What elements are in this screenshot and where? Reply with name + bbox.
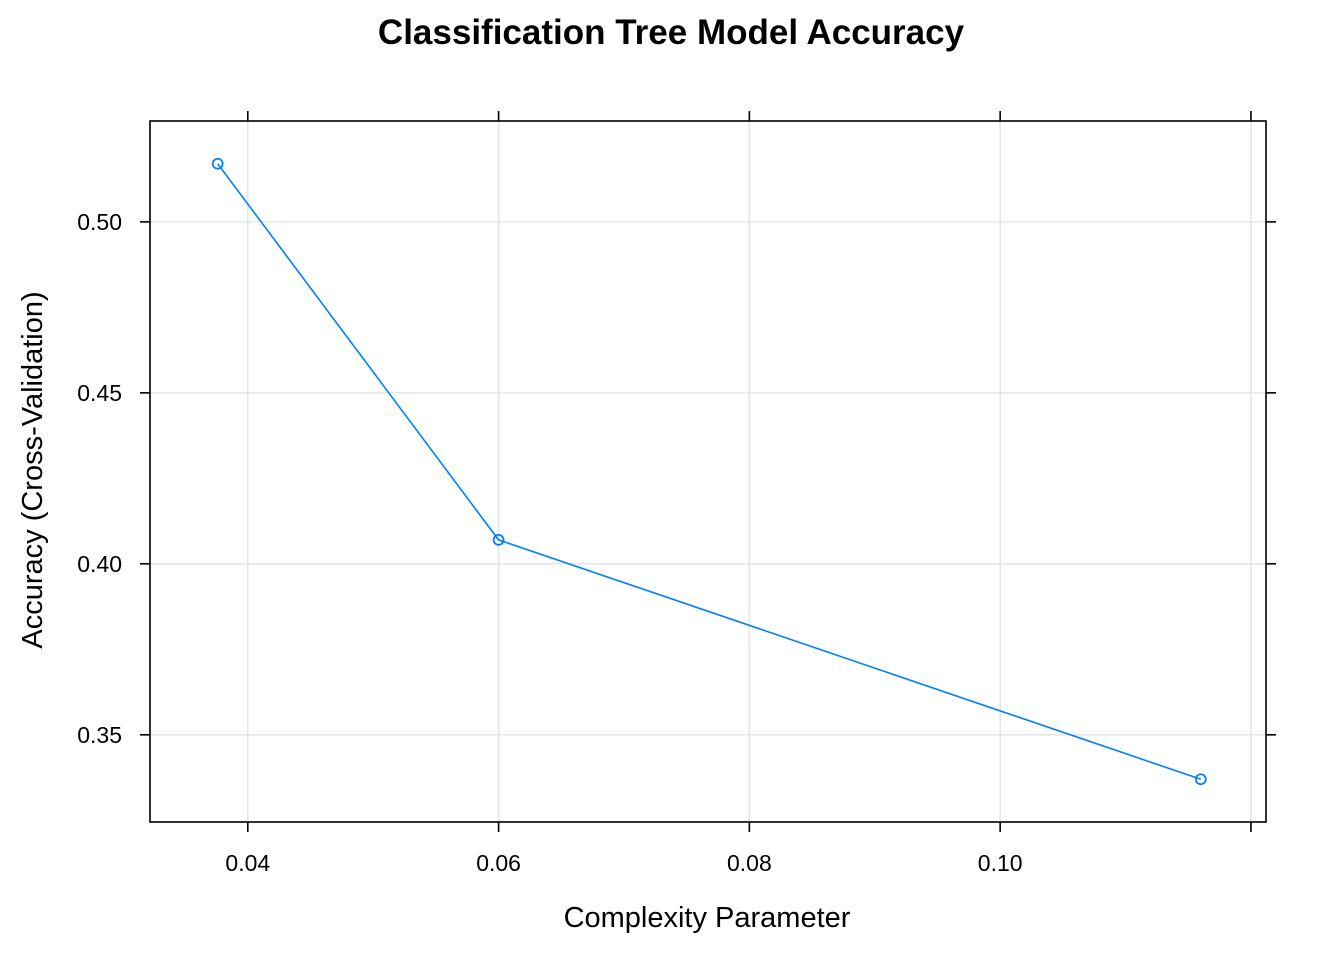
data-point bbox=[1194, 773, 1207, 786]
grid-lines bbox=[150, 121, 1266, 822]
series-layer bbox=[211, 157, 1207, 786]
series-line bbox=[217, 163, 1202, 781]
x-axis-label: Complexity Parameter bbox=[564, 902, 851, 934]
plot-frame bbox=[149, 120, 1267, 823]
x-tick-label: 0.06 bbox=[476, 850, 521, 876]
y-tick-label: 0.50 bbox=[77, 209, 122, 235]
x-tick-label: 0.04 bbox=[225, 850, 270, 876]
x-tick-label: 0.08 bbox=[727, 850, 772, 876]
chart-title: Classification Tree Model Accuracy bbox=[378, 13, 965, 52]
y-tick-label: 0.35 bbox=[77, 722, 122, 748]
data-point bbox=[492, 533, 505, 546]
y-axis-label: Accuracy (Cross-Validation) bbox=[17, 291, 49, 648]
axis-ticks: 0.04 0.06 0.08 0.10 0.35 0.40 0.45 0.50 bbox=[77, 111, 1276, 876]
y-tick-label: 0.45 bbox=[77, 380, 122, 406]
x-tick-label: 0.10 bbox=[978, 850, 1023, 876]
y-tick-label: 0.40 bbox=[77, 551, 122, 577]
data-point bbox=[211, 157, 224, 170]
